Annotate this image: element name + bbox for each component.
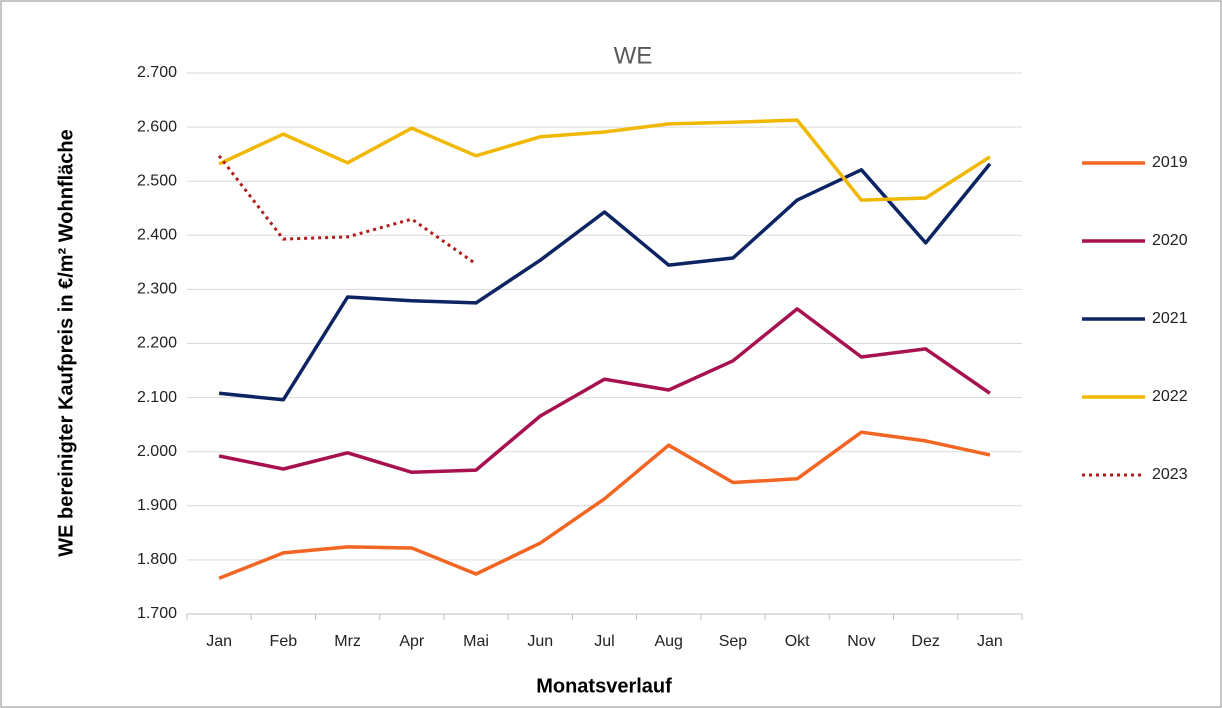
x-tick-label: Jul [594,633,614,650]
y-tick-label: 1.900 [137,497,177,514]
x-tick-label: Feb [270,633,298,650]
x-tick-label: Mrz [334,633,361,650]
y-tick-label: 2.200 [137,335,177,352]
legend-label: 2022 [1152,388,1188,405]
y-tick-label: 2.500 [137,172,177,189]
series-line [217,154,477,266]
y-tick-label: 2.000 [137,443,177,460]
legend-label: 2020 [1152,232,1188,249]
y-tick-label: 2.600 [137,118,177,135]
series-line [218,118,991,202]
y-tick-label: 2.400 [137,227,177,244]
y-tick-label: 2.100 [137,389,177,406]
chart-title: WE [614,42,653,69]
x-tick-label: Sep [719,633,748,650]
y-tick-label: 1.700 [137,605,177,622]
x-tick-label: Dez [911,633,939,650]
legend-label: 2021 [1152,310,1188,327]
y-tick-label: 2.700 [137,64,177,81]
x-axis-label: Monatsverlauf [536,675,672,697]
series-line [218,162,992,402]
series-line [218,307,991,475]
x-tick-label: Jan [206,633,232,650]
legend-label: 2019 [1152,154,1188,171]
y-tick-label: 2.300 [137,281,177,298]
y-axis-label: WE bereinigter Kaufpreis in €/m² Wohnflä… [55,129,77,556]
x-tick-label: Jan [977,633,1003,650]
x-tick-label: Nov [847,633,875,650]
x-tick-label: Apr [399,633,425,650]
x-tick-label: Aug [654,633,682,650]
x-tick-label: Mai [463,633,489,650]
x-tick-label: Okt [785,633,810,650]
legend-label: 2023 [1152,466,1188,483]
y-tick-label: 1.800 [137,551,177,568]
series-line [218,430,991,580]
x-tick-label: Jun [527,633,553,650]
